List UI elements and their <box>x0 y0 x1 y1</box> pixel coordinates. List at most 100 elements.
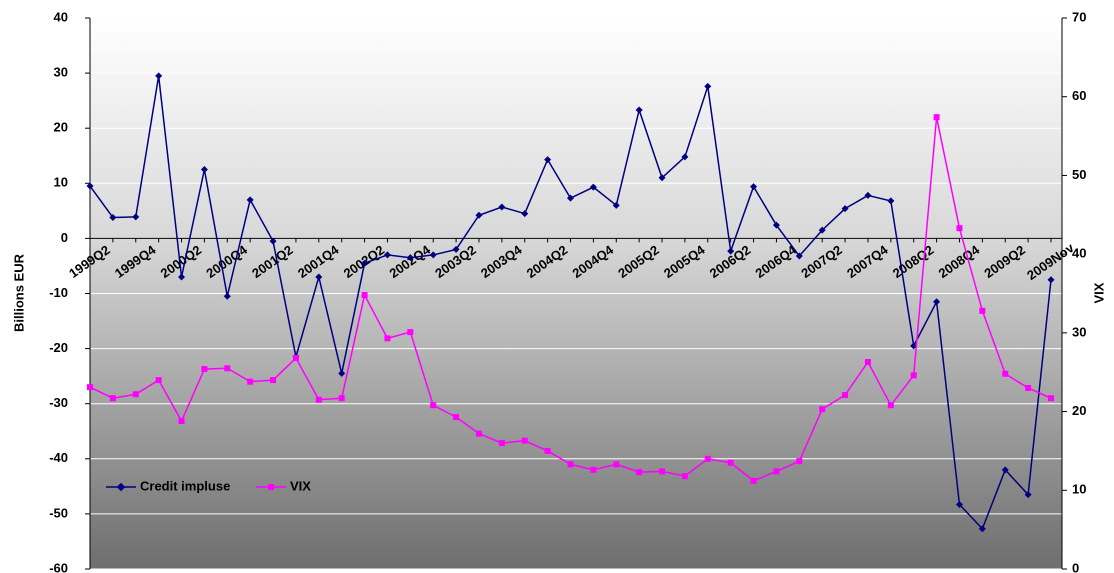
point <box>155 72 163 80</box>
point <box>384 335 391 342</box>
point <box>475 211 483 219</box>
point <box>704 455 711 462</box>
point <box>361 259 369 267</box>
point <box>270 377 277 384</box>
point <box>887 402 894 409</box>
y2-tick-label: 20 <box>1072 403 1086 418</box>
point <box>750 183 758 191</box>
point <box>864 358 871 365</box>
point <box>269 237 277 245</box>
point <box>178 418 185 425</box>
point <box>681 473 688 480</box>
legend-label: VIX <box>290 478 311 493</box>
point <box>933 298 941 306</box>
point <box>635 106 643 114</box>
point <box>109 213 117 221</box>
point <box>132 391 139 398</box>
point <box>201 366 208 373</box>
point <box>567 194 574 202</box>
legend-label: Credit impluse <box>140 478 230 493</box>
point <box>887 197 895 205</box>
point <box>1048 395 1054 402</box>
point <box>772 221 780 229</box>
point <box>612 201 620 209</box>
legend-marker <box>116 482 126 492</box>
point <box>178 273 186 281</box>
point <box>200 166 208 174</box>
point <box>979 307 986 314</box>
point <box>727 247 735 255</box>
point <box>246 196 254 204</box>
point <box>818 226 826 234</box>
point <box>407 329 414 336</box>
y-tick-label: -40 <box>49 450 68 465</box>
point <box>727 459 734 466</box>
y2-tick-label: 0 <box>1072 560 1079 573</box>
y-tick-label: -20 <box>49 340 68 355</box>
y2-tick-label: 30 <box>1072 324 1086 339</box>
point <box>842 392 849 399</box>
point <box>453 414 460 421</box>
y-axis-title: Billions EUR <box>11 253 26 332</box>
point <box>383 251 391 259</box>
point <box>864 191 872 199</box>
point <box>475 430 482 437</box>
point <box>750 477 757 484</box>
point <box>1024 491 1032 499</box>
point <box>315 273 323 281</box>
point <box>955 501 963 509</box>
point <box>132 213 140 221</box>
point <box>155 377 162 384</box>
point <box>498 440 505 447</box>
point <box>1002 370 1009 377</box>
y-tick-label: 40 <box>54 9 68 24</box>
y-tick-label: 20 <box>54 120 68 135</box>
point <box>796 458 803 465</box>
point <box>87 384 93 391</box>
point <box>361 292 368 299</box>
point <box>430 402 437 409</box>
y-tick-label: 10 <box>54 175 68 190</box>
point <box>795 252 803 260</box>
point <box>704 82 712 90</box>
point <box>681 153 689 161</box>
point <box>1001 466 1009 474</box>
legend-marker <box>268 484 274 490</box>
point <box>933 114 940 121</box>
point <box>406 254 414 262</box>
y-tick-label: -60 <box>49 560 68 573</box>
point <box>86 182 94 190</box>
y2-tick-label: 10 <box>1072 482 1086 497</box>
point <box>292 355 299 362</box>
point <box>590 466 597 473</box>
y-tick-label: -30 <box>49 395 68 410</box>
point <box>567 461 574 468</box>
legend: Credit impluse VIX <box>106 478 311 493</box>
point <box>819 406 826 413</box>
point <box>247 378 254 385</box>
point <box>521 437 528 444</box>
point <box>223 292 231 300</box>
y2-tick-label: 60 <box>1072 88 1086 103</box>
point <box>544 447 551 454</box>
point <box>521 210 529 218</box>
point <box>338 395 345 402</box>
point <box>956 225 963 232</box>
point <box>429 251 437 259</box>
point <box>315 396 322 403</box>
y-tick-label: -50 <box>49 505 68 520</box>
point <box>109 395 116 402</box>
point <box>658 174 666 182</box>
point <box>613 461 620 468</box>
point <box>589 183 597 191</box>
point <box>224 365 231 372</box>
y2-tick-label: 50 <box>1072 167 1086 182</box>
point <box>452 245 460 253</box>
y-tick-label: -10 <box>49 285 68 300</box>
y2-tick-label: 40 <box>1072 246 1086 261</box>
point <box>498 203 506 211</box>
point <box>910 372 917 379</box>
point <box>636 469 643 476</box>
point <box>773 468 780 475</box>
